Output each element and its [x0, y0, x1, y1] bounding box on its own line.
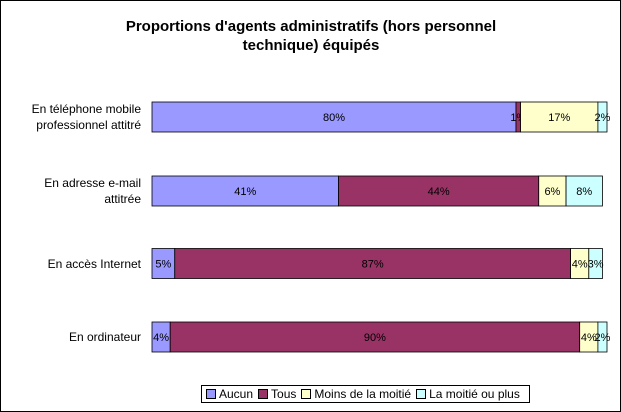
category-label: En téléphone mobile professionnel attitr…	[31, 102, 141, 132]
value-label: 17%	[548, 112, 570, 124]
bar-segment	[151, 101, 517, 133]
value-label: 90%	[364, 332, 386, 344]
legend-swatch	[301, 389, 312, 399]
chart-title: Proportions d'agents administratifs (hor…	[125, 18, 497, 54]
category-label: En ordinateur	[68, 330, 141, 344]
bar-segment	[169, 321, 581, 353]
value-label: 6%	[544, 186, 560, 198]
legend-swatch	[416, 389, 427, 399]
legend-item: Moins de la moitié	[301, 387, 411, 401]
value-label: 2%	[594, 112, 610, 124]
value-label: 4%	[581, 332, 597, 344]
legend-label: Moins de la moitié	[314, 387, 412, 401]
bar-segment	[538, 175, 567, 207]
bar-segment	[597, 101, 608, 133]
category-label: En adresse e-mail attitrée	[44, 176, 141, 206]
value-label: 80%	[323, 112, 345, 124]
value-label: 4%	[572, 258, 588, 270]
value-label: 3%	[588, 258, 604, 270]
legend: Aucun Tous Moins de la moitié La moitié ou …	[201, 385, 530, 403]
category-label: En accès Internet	[47, 256, 141, 271]
bar-segment	[520, 101, 599, 133]
value-label: 87%	[362, 258, 384, 270]
value-label: 4%	[153, 332, 169, 344]
bar-segment	[338, 175, 540, 207]
value-label: 8%	[576, 186, 592, 198]
value-label: 5%	[155, 258, 171, 270]
bar-segment	[174, 248, 572, 279]
bar-segment	[597, 321, 608, 353]
value-label: 44%	[428, 186, 450, 198]
legend-label: Tous	[271, 387, 297, 401]
bar-segment	[565, 175, 603, 207]
legend-label: La moitié ou plus	[429, 387, 520, 401]
legend-item: Tous	[258, 387, 296, 401]
legend-swatch	[258, 389, 269, 399]
value-label: 2%	[594, 332, 610, 344]
bar-segment	[151, 175, 339, 207]
legend-item: La moitié ou plus	[416, 387, 520, 401]
legend-item: Aucun	[206, 387, 253, 401]
legend-label: Aucun	[219, 387, 254, 401]
legend-swatch	[206, 389, 216, 399]
bar-segment	[588, 248, 603, 279]
value-label: 41%	[234, 186, 256, 198]
